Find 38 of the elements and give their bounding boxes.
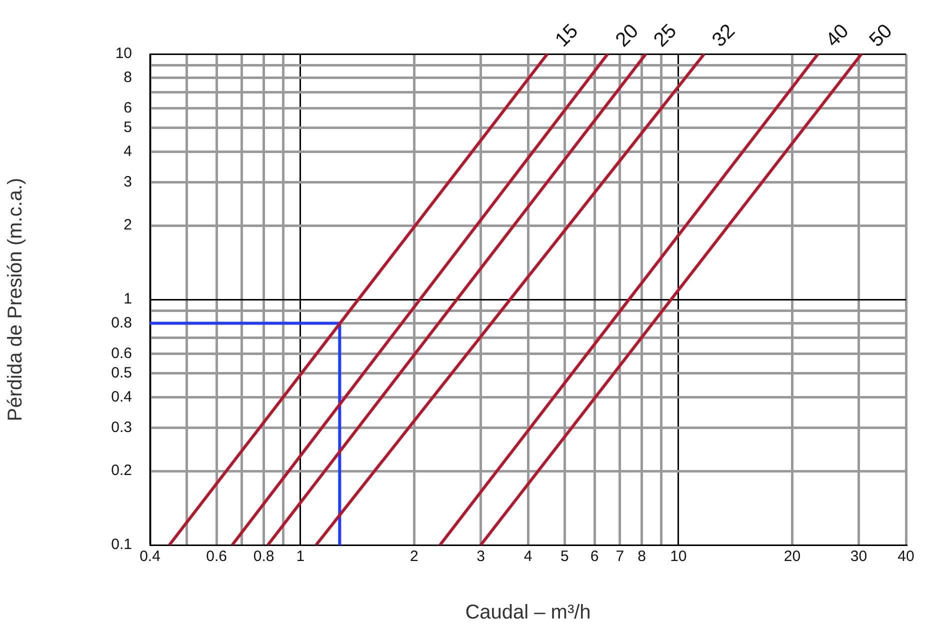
x-tick-label: 2 <box>410 548 418 566</box>
text: 50 <box>865 20 897 52</box>
y-tick-label: 10 <box>115 45 132 62</box>
y-tick-label: 0.8 <box>111 314 132 332</box>
text: 25 <box>650 20 682 52</box>
y-tick-label: 4 <box>124 142 132 160</box>
y-tick-label: 0.5 <box>111 364 132 382</box>
x-tick-label: 3 <box>476 548 485 566</box>
y-tick-label: 6 <box>124 100 132 117</box>
x-tick-label: 5 <box>560 548 569 566</box>
x-tick-label: 4 <box>524 548 532 566</box>
x-tick-label: 10 <box>670 548 687 566</box>
x-tick-label: 1 <box>296 548 305 566</box>
text: 40 <box>822 20 854 52</box>
x-tick-label: 7 <box>616 548 624 566</box>
y-tick-label: 0.6 <box>111 345 132 362</box>
x-tick-label: 0.6 <box>206 548 227 566</box>
x-tick-label: 40 <box>898 548 914 566</box>
y-tick-label: 0.3 <box>111 419 132 436</box>
y-tick-label: 3 <box>124 174 132 191</box>
y-tick-label: 0.4 <box>111 388 132 406</box>
x-axis-title: Caudal – m³/h <box>465 602 591 624</box>
y-axis-title: Pérdida de Presión (m.c.a.) <box>4 178 27 422</box>
text: 20 <box>612 20 643 52</box>
y-tick-label: 0.2 <box>111 462 132 480</box>
x-tick-label: 0.8 <box>253 548 274 566</box>
x-tick-label: 0.4 <box>140 548 160 566</box>
y-tick-label: 2 <box>124 216 132 234</box>
x-tick-label: 30 <box>850 548 868 566</box>
y-tick-label: 1 <box>124 290 132 308</box>
y-tick-label: 8 <box>124 68 132 86</box>
x-tick-label: 20 <box>784 548 801 566</box>
x-tick-label: 6 <box>590 548 599 566</box>
text: 15 <box>551 20 583 52</box>
text: 32 <box>708 20 740 52</box>
y-tick-label: 5 <box>124 119 132 136</box>
x-tick-label: 8 <box>638 548 646 566</box>
y-tick-label: 0.1 <box>111 536 132 554</box>
